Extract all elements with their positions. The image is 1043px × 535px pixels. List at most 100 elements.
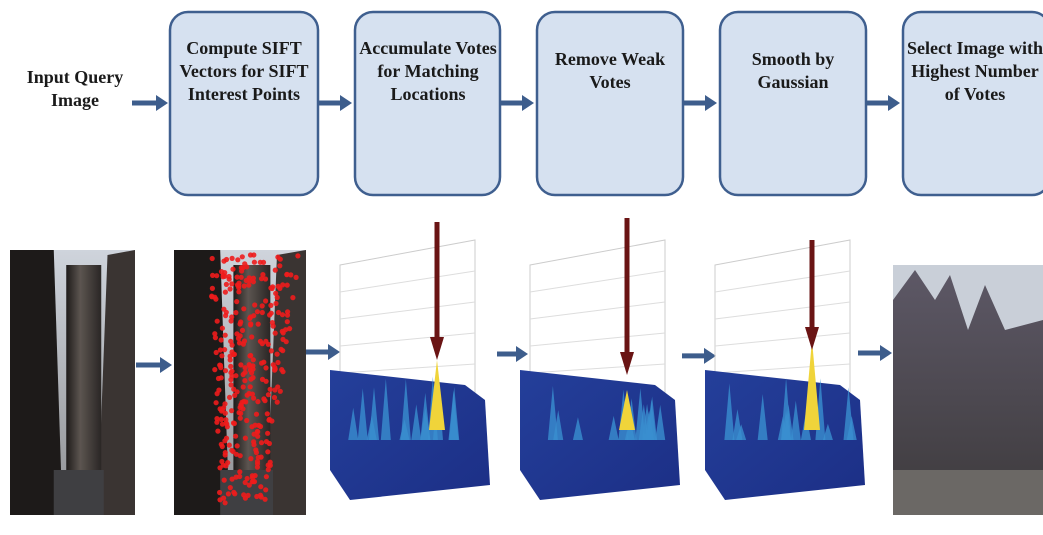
photo-street [54,470,104,515]
sift-point [227,395,232,400]
sift-point [228,485,233,490]
sift-point [219,375,224,380]
arrow-head [516,346,528,362]
arrow-head [328,344,340,360]
sift-point [217,490,222,495]
sift-point [223,313,228,318]
node-label: Remove Weak [555,49,665,69]
sift-point [225,460,230,465]
sift-point [280,369,285,374]
sift-point [226,491,231,496]
sift-point [269,348,274,353]
sift-point [224,257,229,262]
sift-point [285,283,290,288]
sift-point [214,400,219,405]
sift-point [273,268,278,273]
sift-point [233,373,238,378]
sift-point [247,391,252,396]
sift-point [263,365,268,370]
sift-point [231,449,236,454]
sift-point [266,392,271,397]
sift-point [234,331,239,336]
plot-grid [340,302,475,319]
sift-point [268,387,273,392]
sift-point [235,443,240,448]
arrow-head [880,345,892,361]
sift-point [265,411,270,416]
sift-point [223,333,228,338]
sift-point [265,431,270,436]
vote-plot [330,222,490,500]
sift-point [238,416,243,421]
sift-point [249,334,254,339]
sift-point [252,302,257,307]
sift-point [255,434,260,439]
sift-point [235,282,240,287]
sift-point [210,256,215,261]
sift-point [273,301,278,306]
sift-point [275,384,280,389]
sift-point [220,326,225,331]
sift-point [240,328,245,333]
node-label: Select Image with [907,38,1043,58]
plot-grid [715,271,850,292]
sift-point [244,418,249,423]
sift-point [251,439,256,444]
node-label: Highest Number [911,61,1039,81]
sift-point [238,362,243,367]
sift-point [230,267,235,272]
arrow-head [704,348,716,364]
sift-point [277,263,282,268]
sift-point [284,272,289,277]
sift-point [267,312,272,317]
arrow-head [705,95,717,111]
arrow-head [340,95,352,111]
sift-point [215,429,220,434]
sift-point [214,273,219,278]
result-ground [893,470,1043,515]
node-label: Compute SIFT [186,38,302,58]
sift-point [239,265,244,270]
sift-point [241,492,246,497]
sift-point [246,283,251,288]
bottom-row [10,218,1043,515]
sift-point [223,500,228,505]
sift-point [295,253,300,258]
node-label: for Matching [377,61,478,81]
sift-point [272,368,277,373]
sift-point [253,447,258,452]
plot-grid [340,271,475,292]
sift-point [281,330,286,335]
sift-point [223,368,228,373]
sift-point [255,461,260,466]
sift-point [249,424,254,429]
sift-point [261,396,266,401]
plot-arrow-head [620,352,634,375]
node-label: Smooth by [752,49,835,69]
sift-point [256,322,261,327]
arrow-head [888,95,900,111]
sift-point [234,475,239,480]
sift-point [263,276,268,281]
sift-point [248,314,253,319]
sift-point [287,326,292,331]
sift-point [238,321,243,326]
sift-point [221,405,226,410]
sift-point [223,411,228,416]
node-label: Accumulate Votes [359,38,497,58]
sift-point [236,336,241,341]
plot-grid [340,364,475,373]
sift-point [248,321,253,326]
node-label: Votes [589,72,630,92]
sift-point [231,352,236,357]
sift-point [212,367,217,372]
node-label: of Votes [945,84,1006,104]
sift-point [285,309,290,314]
sift-point [219,269,224,274]
sift-point [235,257,240,262]
sift-point [279,347,284,352]
sift-point [263,298,268,303]
node-label: Image [51,90,99,110]
sift-point [243,480,248,485]
sift-point [213,335,218,340]
